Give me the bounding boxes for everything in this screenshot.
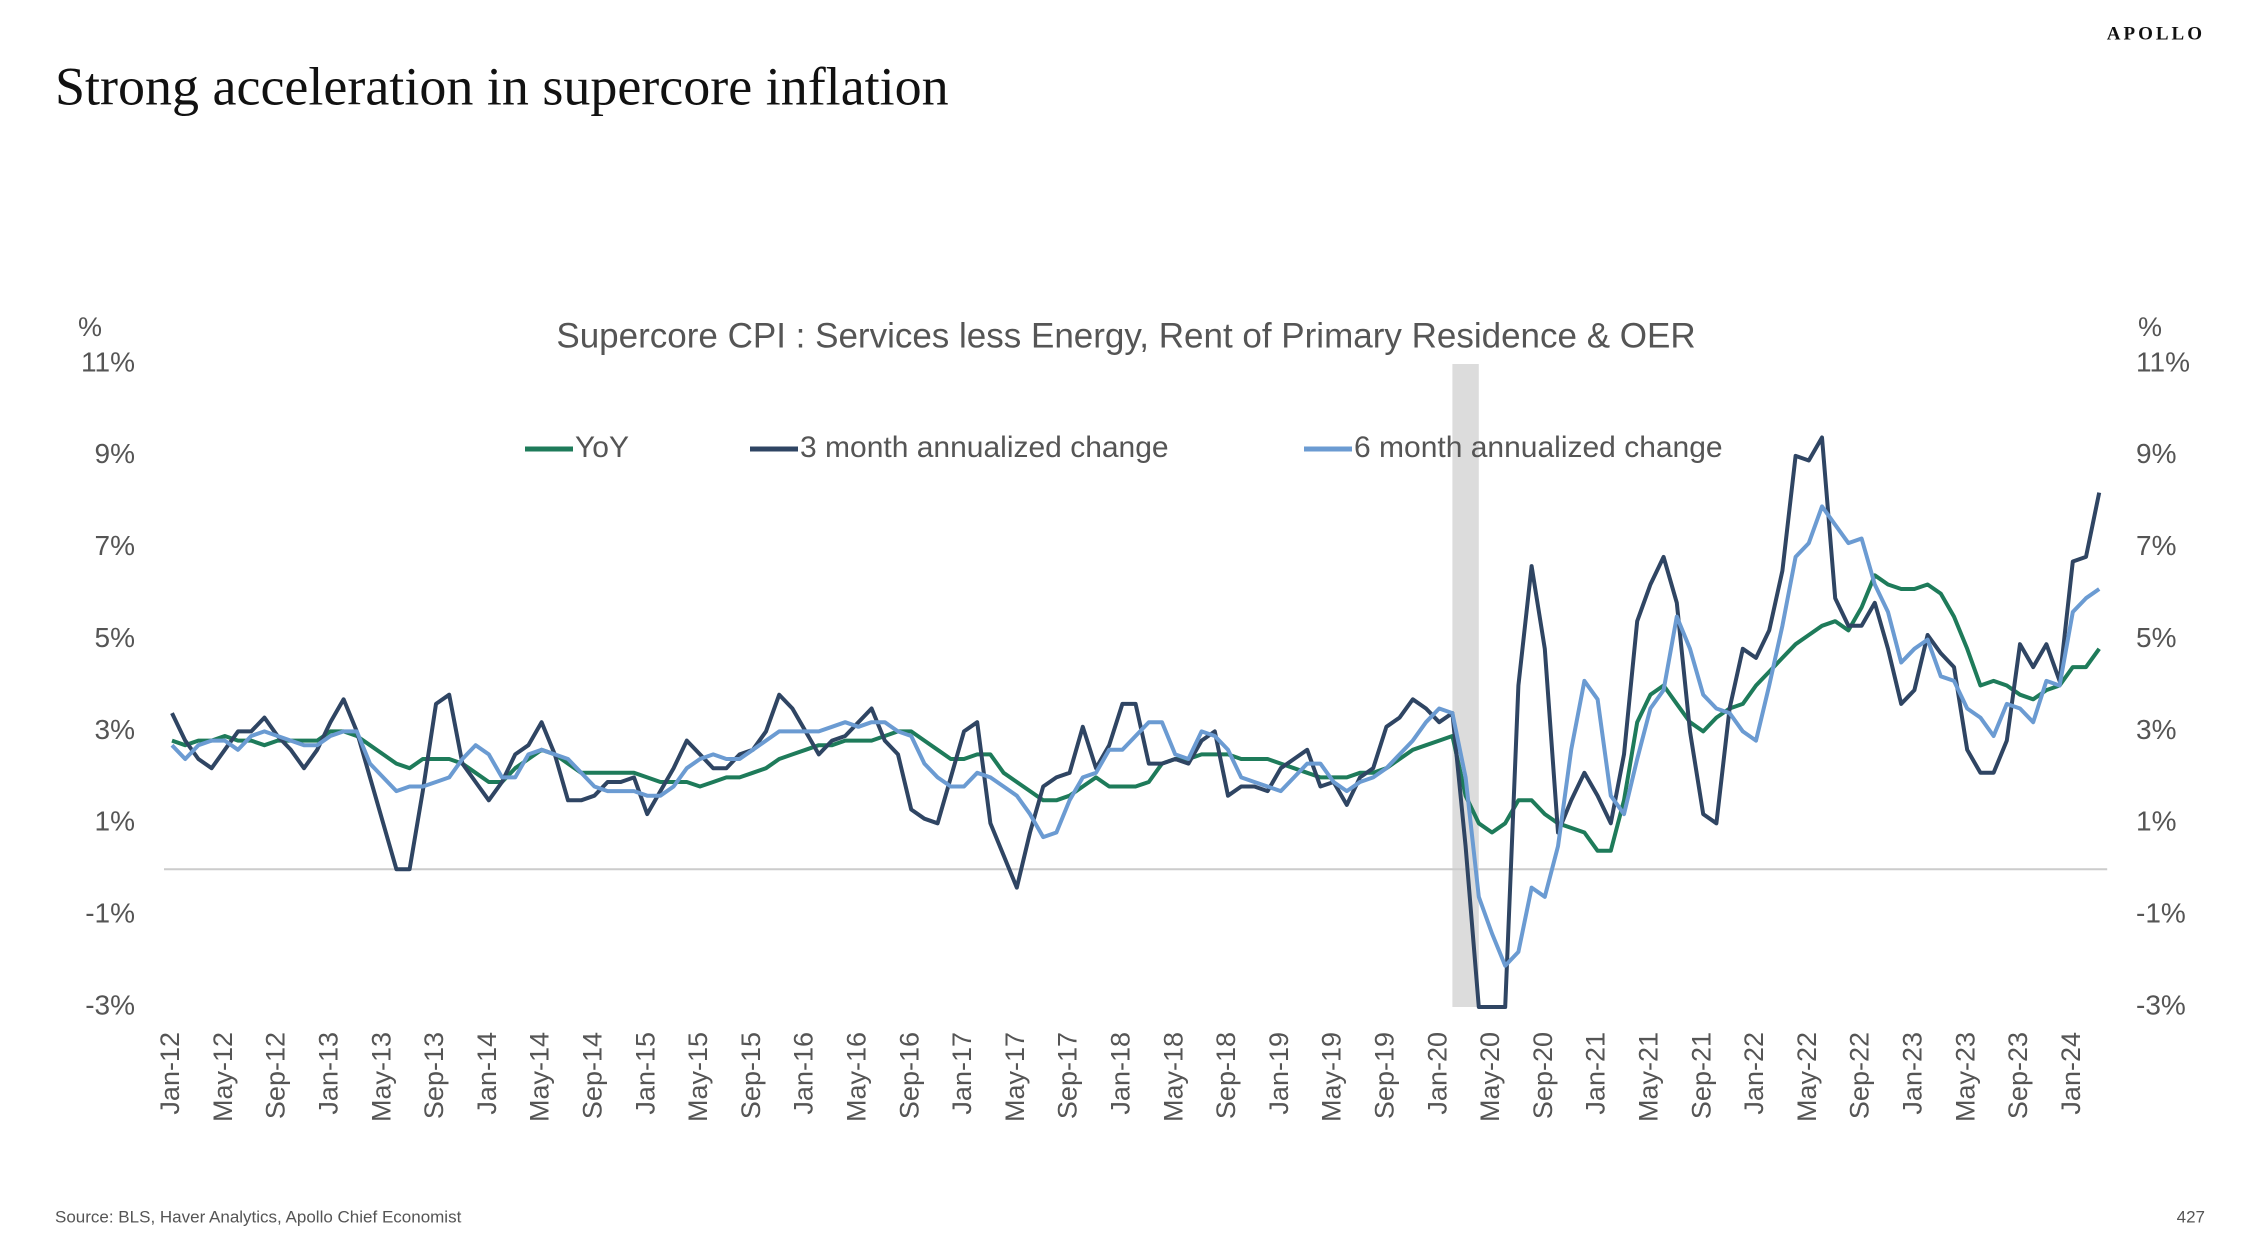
x-tick-label: Sep-22 xyxy=(1845,1032,1875,1119)
x-tick-label: Sep-14 xyxy=(578,1032,608,1119)
source: Source: BLS, Haver Analytics, Apollo Chi… xyxy=(55,1207,462,1226)
y2-tick-label: 7% xyxy=(2136,530,2176,561)
y-tick-label: 11% xyxy=(81,346,135,377)
y2-tick-label: -3% xyxy=(2136,989,2186,1020)
chart-title: Supercore CPI : Services less Energy, Re… xyxy=(556,316,1695,355)
x-tick-label: May-18 xyxy=(1158,1032,1188,1122)
x-tick-label: May-19 xyxy=(1317,1032,1347,1122)
y2-tick-label: 1% xyxy=(2136,806,2176,837)
x-tick-label: Sep-20 xyxy=(1528,1032,1558,1119)
x-tick-label: Sep-23 xyxy=(2003,1032,2033,1119)
x-tick-label: Jan-12 xyxy=(155,1032,185,1115)
series-line xyxy=(170,504,2101,968)
legend-item: YoY xyxy=(525,431,629,464)
x-tick-label: Jan-22 xyxy=(1739,1032,1769,1115)
x-tick-label: May-16 xyxy=(842,1032,872,1122)
page-number: 427 xyxy=(2177,1207,2205,1226)
page-title: Strong acceleration in supercore inflati… xyxy=(55,56,949,116)
legend-label: 6 month annualized change xyxy=(1354,431,1723,464)
x-tick-label: Jan-23 xyxy=(1898,1032,1928,1115)
x-tick-label: Jan-18 xyxy=(1106,1032,1136,1115)
x-tick-label: May-22 xyxy=(1792,1032,1822,1122)
legend-label: 3 month annualized change xyxy=(800,431,1169,464)
y-axis-label: % xyxy=(78,312,102,342)
shaded-period xyxy=(1452,364,1479,1007)
brand: APOLLO xyxy=(2107,23,2205,44)
y-tick-label: -3% xyxy=(85,989,135,1020)
x-tick-label: Sep-18 xyxy=(1211,1032,1241,1119)
y2-tick-label: 5% xyxy=(2136,622,2176,653)
x-tick-label: Jan-19 xyxy=(1264,1032,1294,1115)
x-tick-label: Sep-15 xyxy=(736,1032,766,1119)
x-tick-label: Jan-15 xyxy=(630,1032,660,1115)
series-line xyxy=(171,573,2101,853)
y2-tick-label: -1% xyxy=(2136,898,2186,929)
x-tick-label: Sep-13 xyxy=(419,1032,449,1119)
x-tick-label: Sep-16 xyxy=(894,1032,924,1119)
y2-tick-label: 3% xyxy=(2136,714,2176,745)
x-tick-label: Jan-14 xyxy=(472,1032,502,1115)
x-tick-label: May-20 xyxy=(1475,1032,1505,1122)
y2-tick-label: 11% xyxy=(2136,346,2190,377)
x-tick-label: May-12 xyxy=(208,1032,238,1122)
legend-item: 6 month annualized change xyxy=(1304,431,1723,464)
x-tick-label: Sep-17 xyxy=(1053,1032,1083,1119)
x-tick-label: Jan-16 xyxy=(789,1032,819,1115)
x-tick-label: Jan-13 xyxy=(314,1032,344,1115)
legend-item: 3 month annualized change xyxy=(750,431,1169,464)
x-tick-label: Sep-21 xyxy=(1686,1032,1716,1119)
y2-axis-label: % xyxy=(2138,312,2162,342)
x-tick-label: May-23 xyxy=(1950,1032,1980,1122)
series-line xyxy=(170,435,2102,1009)
y-tick-label: 7% xyxy=(95,530,135,561)
x-tick-label: Sep-19 xyxy=(1370,1032,1400,1119)
x-tick-label: Jan-21 xyxy=(1581,1032,1611,1115)
x-tick-label: Jan-20 xyxy=(1422,1032,1452,1115)
x-tick-label: May-17 xyxy=(1000,1032,1030,1122)
x-tick-label: May-15 xyxy=(683,1032,713,1122)
y-tick-label: 3% xyxy=(95,714,135,745)
x-tick-label: Jan-24 xyxy=(2056,1032,2086,1115)
y-tick-label: 5% xyxy=(95,622,135,653)
x-tick-label: Sep-12 xyxy=(261,1032,291,1119)
y2-tick-label: 9% xyxy=(2136,438,2176,469)
legend-label: YoY xyxy=(575,431,629,464)
y-tick-label: -1% xyxy=(85,898,135,929)
y-tick-label: 1% xyxy=(95,806,135,837)
y-tick-label: 9% xyxy=(95,438,135,469)
x-tick-label: May-14 xyxy=(525,1032,555,1122)
x-tick-label: May-21 xyxy=(1634,1032,1664,1122)
x-tick-label: Jan-17 xyxy=(947,1032,977,1115)
x-tick-label: May-13 xyxy=(366,1032,396,1122)
